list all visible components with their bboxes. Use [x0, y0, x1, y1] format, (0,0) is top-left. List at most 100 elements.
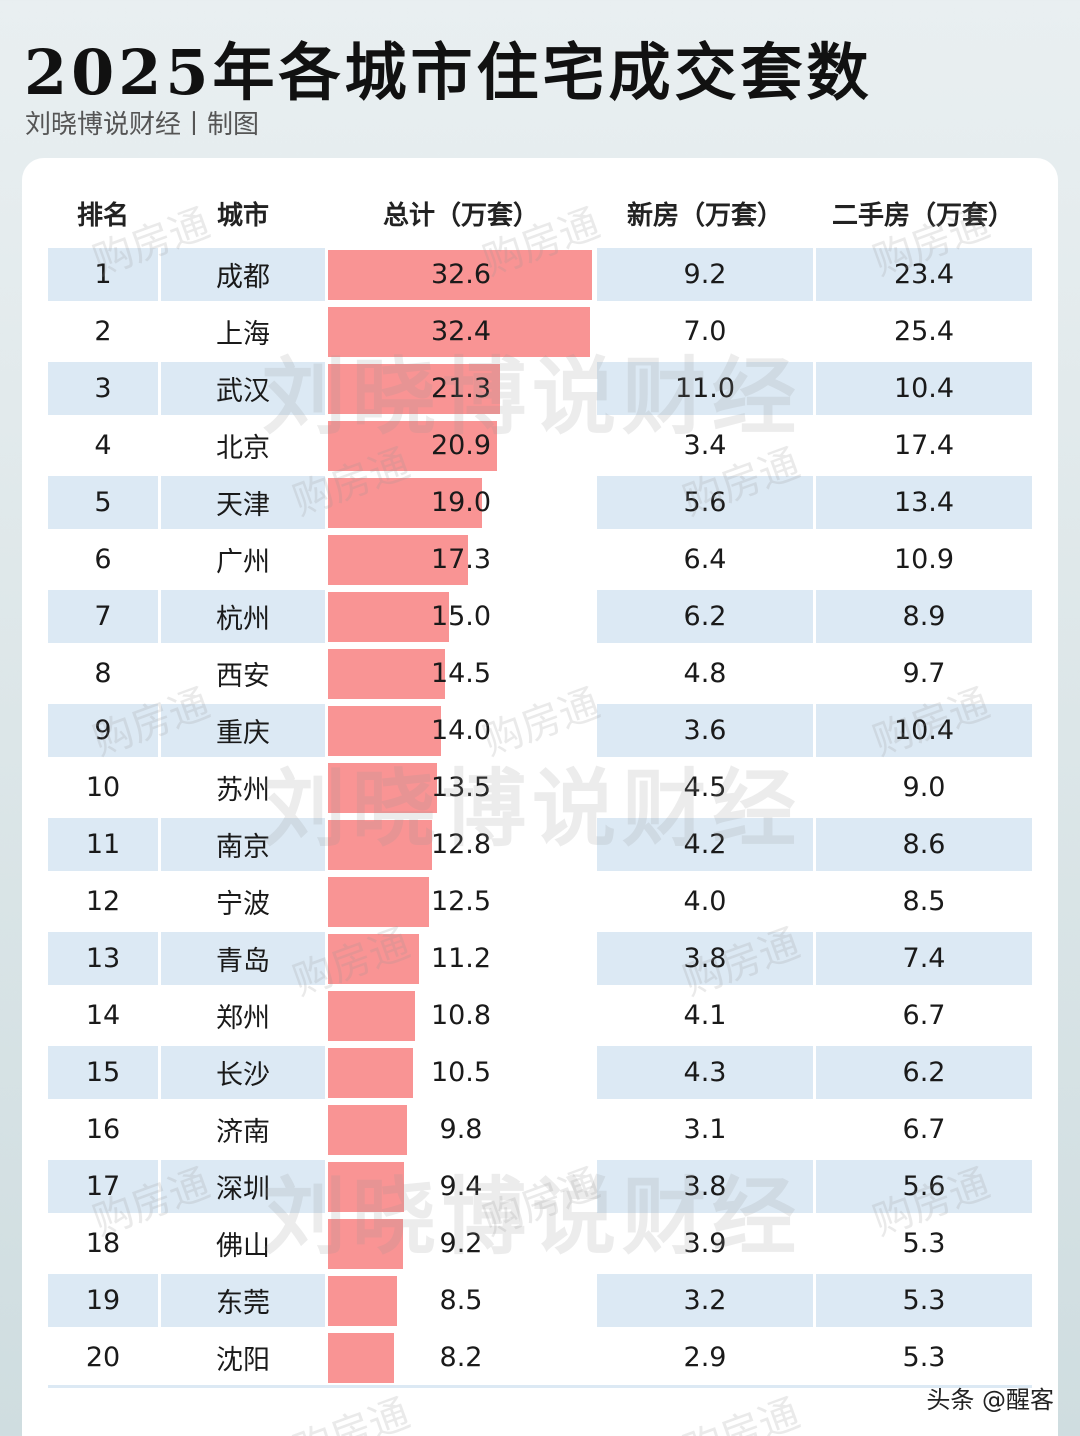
header-rank: 排名 [76, 201, 129, 231]
total-cell: 11.2 [328, 932, 594, 985]
new-home-cell: 3.9 [683, 1228, 727, 1259]
new-home-cell: 4.2 [597, 818, 813, 871]
second-hand-cell: 10.9 [893, 544, 955, 575]
table-row: 10 苏州 13.5 4.5 9.0 [48, 761, 1032, 818]
new-home-cell: 6.4 [683, 544, 727, 575]
total-data-bar [328, 763, 437, 813]
total-data-bar [328, 1219, 403, 1269]
total-cell: 13.5 [328, 761, 594, 814]
total-data-bar [328, 1162, 404, 1212]
total-cell: 19.0 [328, 476, 594, 529]
total-cell: 9.8 [328, 1103, 594, 1156]
new-home-cell: 2.9 [683, 1342, 727, 1373]
table-row: 9 重庆 14.0 3.6 10.4 [48, 704, 1032, 761]
total-cell: 32.6 [328, 248, 594, 301]
rank-cell: 7 [48, 590, 158, 643]
second-hand-cell: 6.7 [902, 1114, 946, 1145]
total-cell: 32.4 [328, 305, 594, 358]
total-data-bar [328, 820, 432, 870]
second-hand-cell: 5.6 [816, 1160, 1032, 1213]
city-cell: 武汉 [161, 362, 325, 415]
table-row: 2 上海 32.4 7.0 25.4 [48, 305, 1032, 362]
total-value: 9.4 [439, 1171, 483, 1202]
city-cell: 天津 [161, 476, 325, 529]
city-cell: 南京 [161, 818, 325, 871]
total-cell: 9.4 [328, 1160, 594, 1213]
table-row: 17 深圳 9.4 3.8 5.6 [48, 1160, 1032, 1217]
total-data-bar [328, 1105, 407, 1155]
page-subtitle: 刘晓博说财经丨制图 [25, 110, 260, 140]
total-cell: 14.5 [328, 647, 594, 700]
city-cell: 宁波 [216, 889, 270, 920]
new-home-cell: 6.2 [597, 590, 813, 643]
table-row: 3 武汉 21.3 11.0 10.4 [48, 362, 1032, 419]
second-hand-cell: 23.4 [816, 248, 1032, 301]
total-data-bar [328, 364, 500, 414]
total-cell: 12.8 [328, 818, 594, 871]
table-row: 14 郑州 10.8 4.1 6.7 [48, 989, 1032, 1046]
total-data-bar [328, 991, 415, 1041]
rank-cell: 1 [48, 248, 158, 301]
city-cell: 重庆 [161, 704, 325, 757]
rank-cell: 12 [85, 886, 121, 917]
second-hand-cell: 5.3 [816, 1274, 1032, 1327]
page-title: 2025年各城市住宅成交套数 [24, 36, 873, 109]
total-value: 8.2 [439, 1342, 483, 1373]
total-value: 10.5 [430, 1057, 492, 1088]
total-value: 20.9 [430, 430, 492, 461]
rank-cell: 13 [48, 932, 158, 985]
header-city: 城市 [216, 201, 269, 231]
total-value: 12.8 [430, 829, 492, 860]
city-cell: 长沙 [161, 1046, 325, 1099]
total-cell: 17.3 [328, 533, 594, 586]
table-row: 7 杭州 15.0 6.2 8.9 [48, 590, 1032, 647]
city-cell: 东莞 [161, 1274, 325, 1327]
total-data-bar [328, 706, 441, 756]
second-hand-cell: 25.4 [893, 316, 955, 347]
total-data-bar [328, 250, 592, 300]
city-cell: 佛山 [216, 1231, 270, 1262]
total-cell: 8.2 [328, 1331, 594, 1384]
rank-cell: 8 [94, 658, 112, 689]
total-data-bar [328, 592, 449, 642]
new-home-cell: 3.8 [597, 932, 813, 985]
rank-cell: 11 [48, 818, 158, 871]
total-cell: 21.3 [328, 362, 594, 415]
second-hand-cell: 5.3 [902, 1342, 946, 1373]
table-body: 1 成都 32.6 9.2 23.4 2 上海 32.4 7.0 25.4 3 武汉 21.3 11.0 1… [48, 248, 1032, 1388]
city-cell: 上海 [216, 319, 270, 350]
total-data-bar [328, 1333, 394, 1383]
total-data-bar [328, 478, 482, 528]
total-value: 14.0 [430, 715, 492, 746]
total-value: 9.2 [439, 1228, 483, 1259]
total-data-bar [328, 307, 590, 357]
table-row: 16 济南 9.8 3.1 6.7 [48, 1103, 1032, 1160]
second-hand-cell: 6.7 [902, 1000, 946, 1031]
city-cell: 青岛 [161, 932, 325, 985]
header-total: 总计（万套） [382, 201, 539, 231]
total-value: 32.6 [430, 259, 492, 290]
second-hand-cell: 17.4 [893, 430, 955, 461]
second-hand-cell: 8.9 [816, 590, 1032, 643]
total-value: 21.3 [430, 373, 492, 404]
rank-cell: 19 [48, 1274, 158, 1327]
total-cell: 10.8 [328, 989, 594, 1042]
second-hand-cell: 7.4 [816, 932, 1032, 985]
total-value: 15.0 [430, 601, 492, 632]
table-row: 4 北京 20.9 3.4 17.4 [48, 419, 1032, 476]
table-row: 11 南京 12.8 4.2 8.6 [48, 818, 1032, 875]
total-cell: 10.5 [328, 1046, 594, 1099]
new-home-cell: 3.4 [683, 430, 727, 461]
rank-cell: 3 [48, 362, 158, 415]
header-used: 二手房（万套） [831, 201, 1014, 231]
city-cell: 杭州 [161, 590, 325, 643]
table-row: 6 广州 17.3 6.4 10.9 [48, 533, 1032, 590]
second-hand-cell: 5.3 [902, 1228, 946, 1259]
new-home-cell: 5.6 [597, 476, 813, 529]
new-home-cell: 7.0 [683, 316, 727, 347]
rank-cell: 20 [85, 1342, 121, 1373]
city-cell: 深圳 [161, 1160, 325, 1213]
total-data-bar [328, 535, 468, 585]
total-value: 19.0 [430, 487, 492, 518]
new-home-cell: 4.3 [597, 1046, 813, 1099]
